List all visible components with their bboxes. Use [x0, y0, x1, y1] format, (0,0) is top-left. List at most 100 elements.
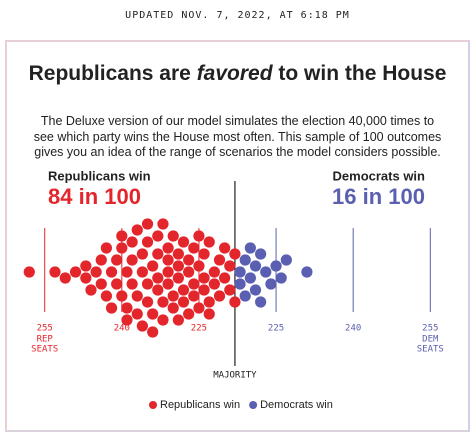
legend-label: Republicans win [160, 399, 240, 411]
outcome-dot [239, 254, 251, 266]
majority-label: MAJORITY [213, 371, 257, 381]
outcome-dot [213, 254, 226, 266]
outcome-dot [152, 230, 164, 242]
outcome-dot [177, 284, 190, 296]
outcome-dot [244, 242, 256, 254]
outcome-dot [234, 278, 246, 290]
outcome-dot [90, 266, 102, 278]
outcome-dot [162, 254, 174, 266]
outcome-dot [270, 260, 282, 272]
panel [5, 40, 470, 432]
legend-swatch [249, 401, 258, 409]
outcome-dot [162, 278, 174, 290]
outcome-dot [224, 284, 236, 296]
title-part: to win the House [278, 62, 447, 85]
title-emphasis: favored [196, 62, 273, 85]
outcome-dot [95, 254, 107, 266]
outcome-dot [162, 242, 174, 254]
outcome-dot [167, 290, 179, 302]
outcome-dot [141, 218, 154, 230]
outcome-dot [239, 290, 251, 302]
chart-title: Republicans are favored to win the House [0, 62, 475, 86]
outcome-dot [23, 266, 35, 278]
axis-note: REP [37, 335, 54, 345]
outcome-dot [177, 296, 190, 308]
outcome-dot [111, 254, 123, 266]
outcome-dot [69, 266, 82, 278]
right-heading: Democrats win [333, 168, 426, 183]
outcome-dot [116, 242, 128, 254]
left-odds: 84 in 100 [48, 184, 141, 209]
axis-note: SEATS [417, 345, 444, 355]
outcome-dot [265, 278, 277, 290]
outcome-dot [116, 230, 128, 242]
outcome-dot [157, 296, 169, 308]
outcome-dot [301, 266, 313, 278]
outcome-dot [193, 260, 205, 272]
axis-note: DEM [422, 335, 439, 345]
outcome-dot [80, 260, 92, 272]
outcome-dot [80, 272, 92, 284]
outcome-dot [203, 236, 215, 248]
outcome-dot [147, 260, 159, 272]
outcome-dot [141, 236, 154, 248]
outcome-dot [126, 278, 138, 290]
outcome-dot [121, 314, 133, 326]
outcome-dot [198, 248, 210, 260]
outcome-dot [177, 236, 190, 248]
outcome-dot [126, 254, 138, 266]
outcome-dot [198, 284, 210, 296]
outcome-dot [203, 296, 215, 308]
outcome-dot [203, 308, 215, 320]
outcome-dot [136, 248, 148, 260]
outcome-dot [183, 266, 195, 278]
outcome-dot [95, 278, 107, 290]
outcome-dot [229, 248, 241, 260]
outcome-dot [280, 254, 292, 266]
outcome-dot [244, 272, 256, 284]
outcome-dot [198, 272, 210, 284]
right-odds: 16 in 100 [332, 184, 425, 209]
outcome-dot [152, 284, 164, 296]
outcome-dot [136, 320, 148, 332]
outcome-dot [255, 296, 267, 308]
outcome-dot [131, 308, 143, 320]
description: The Deluxe version of our model simulate… [33, 114, 442, 159]
outcome-dot [213, 290, 226, 302]
outcome-dot [193, 302, 205, 314]
axis-note: SEATS [31, 345, 58, 355]
outcome-dot [147, 326, 159, 338]
x-tick-label: 255 [422, 324, 438, 334]
outcome-dot [157, 314, 169, 326]
outcome-dot [126, 236, 138, 248]
outcome-dot [85, 284, 97, 296]
left-heading: Republicans win [48, 168, 151, 183]
outcome-dot [208, 278, 220, 290]
outcome-dot [193, 230, 205, 242]
x-tick-label: 225 [191, 324, 207, 334]
updated-stamp: UPDATED NOV. 7, 2022, AT 6:18 PM [125, 10, 350, 21]
outcome-dot [121, 266, 133, 278]
title-part: Republicans are [28, 62, 191, 85]
legend-swatch [149, 401, 157, 409]
outcome-dot [183, 254, 195, 266]
outcome-dot [105, 302, 118, 314]
outcome-dot [141, 278, 154, 290]
outcome-dot [188, 290, 200, 302]
outcome-dot [49, 266, 61, 278]
outcome-dot [147, 308, 159, 320]
outcome-dot [167, 230, 179, 242]
outcome-dot [188, 242, 200, 254]
outcome-dot [141, 296, 154, 308]
outcome-dot [208, 266, 220, 278]
x-tick-label: 240 [345, 324, 361, 334]
outcome-dot [255, 248, 267, 260]
outcome-dot [59, 272, 71, 284]
outcome-dot [105, 266, 118, 278]
outcome-dot [172, 272, 184, 284]
outcome-dot [167, 302, 179, 314]
outcome-dot [229, 296, 241, 308]
outcome-dot [152, 248, 164, 260]
